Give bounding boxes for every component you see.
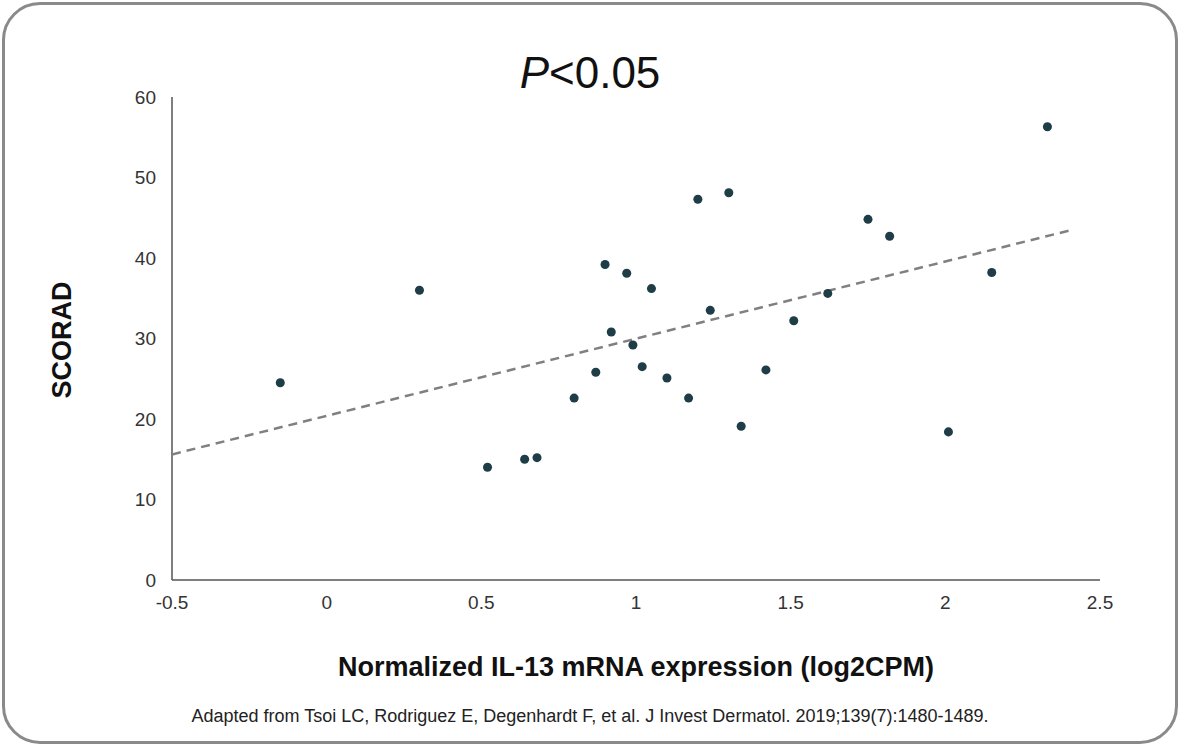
- svg-text:1.5: 1.5: [777, 592, 803, 613]
- svg-text:30: 30: [135, 328, 156, 349]
- html-text:Normalized IL-13 mRNA expressi: Normalized IL-13 mRNA expression (log2CP…: [337, 652, 934, 682]
- svg-text:0.5: 0.5: [468, 592, 494, 613]
- svg-text:0: 0: [145, 570, 156, 591]
- svg-text:60: 60: [135, 87, 156, 108]
- svg-text:20: 20: [135, 409, 156, 430]
- html-text:SCORAD: SCORAD: [46, 281, 77, 399]
- svg-text:2.5: 2.5: [1087, 592, 1113, 613]
- svg-text:-0.5: -0.5: [156, 592, 189, 613]
- html-text:Adapted from Tsoi LC, Rodrigue: Adapted from Tsoi LC, Rodriguez E, Degen…: [191, 706, 989, 726]
- svg-text:0: 0: [321, 592, 332, 613]
- svg-text:2: 2: [940, 592, 951, 613]
- svg-text:1: 1: [631, 592, 642, 613]
- svg-text:40: 40: [135, 248, 156, 269]
- svg-text:10: 10: [135, 489, 156, 510]
- svg-text:50: 50: [135, 167, 156, 188]
- html-text:P <0.05: P <0.05: [519, 48, 661, 97]
